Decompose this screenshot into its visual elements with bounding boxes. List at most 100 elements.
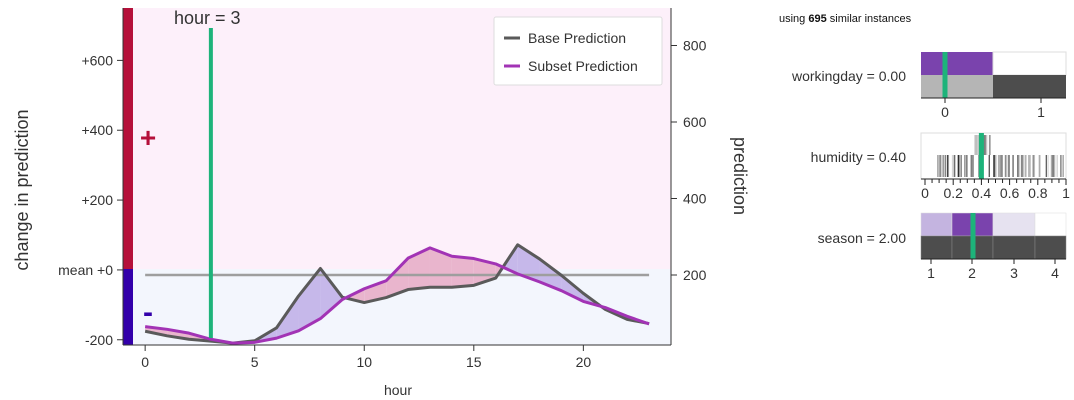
panel-tick-label: 0 xyxy=(921,185,929,201)
base-strip xyxy=(960,155,962,177)
subset-strip xyxy=(975,135,978,155)
panel-tick-label: 2 xyxy=(968,265,976,281)
workingday-panel[interactable]: workingday = 0.00 0 1 xyxy=(791,51,1067,120)
subset-strip xyxy=(976,135,979,155)
panel-tick-label: 1 xyxy=(1037,104,1045,120)
base-strip xyxy=(1053,155,1056,177)
base-strip xyxy=(946,155,948,177)
season-label: season = 2.00 xyxy=(818,230,907,246)
season-axis: 1 2 3 4 xyxy=(921,258,1066,281)
base-strip xyxy=(957,155,960,177)
base-strip xyxy=(993,155,995,177)
right-tick-label: 200 xyxy=(683,267,707,283)
x-tick-label: 10 xyxy=(356,354,372,370)
difference-fill-segment xyxy=(320,268,343,319)
right-tick-label: 600 xyxy=(683,114,707,130)
right-tick-label: 800 xyxy=(683,37,707,53)
panel-tick-label: 1 xyxy=(1062,185,1070,201)
selected-hour-label: hour = 3 xyxy=(174,8,241,28)
base-strip xyxy=(1001,155,1003,177)
season-panel[interactable]: season = 2.00 1 2 3 4 xyxy=(818,212,1067,281)
subset-strip xyxy=(989,135,991,155)
x-tick-label: 15 xyxy=(466,354,482,370)
legend-box xyxy=(493,16,663,86)
panel-tick-label: 0.4 xyxy=(972,185,992,201)
base-strip xyxy=(1012,155,1014,177)
panel-selected-marker xyxy=(970,213,976,259)
legend: Base Prediction Subset Prediction xyxy=(493,16,663,86)
negative-sign: - xyxy=(143,296,153,329)
season-distribution xyxy=(920,212,1067,260)
legend-label-subset: Subset Prediction xyxy=(528,58,638,74)
base-strip xyxy=(1038,155,1040,177)
left-tick-label: +200 xyxy=(81,192,113,208)
base-strip xyxy=(966,155,968,177)
base-strip xyxy=(1028,155,1030,177)
difference-fill-segment xyxy=(167,329,189,340)
base-strip xyxy=(995,155,998,177)
workingday-label: workingday = 0.00 xyxy=(791,68,906,84)
difference-fill-segment xyxy=(517,244,540,282)
instances-suffix: similar instances xyxy=(830,13,912,25)
panel-tick-label: 0.2 xyxy=(943,185,963,201)
panel-tick-label: 0.6 xyxy=(1000,185,1020,201)
y-axis-title-left: change in prediction xyxy=(12,109,32,270)
base-strip xyxy=(988,155,991,177)
humidity-axis: 0 0.2 0.4 0.6 0.8 1 xyxy=(921,178,1070,201)
x-axis: 0 5 10 15 20 xyxy=(123,344,671,370)
left-tick-label: mean +0 xyxy=(58,262,113,278)
base-strip xyxy=(1050,155,1053,177)
subset-strip xyxy=(985,135,988,155)
similar-instances-caption: using 695 similar instances xyxy=(779,13,912,25)
panel-tick-label: 1 xyxy=(927,265,935,281)
base-strip xyxy=(1029,155,1031,177)
base-strip xyxy=(994,155,997,177)
legend-label-base: Base Prediction xyxy=(528,30,626,46)
base-strip xyxy=(971,155,973,177)
panel-tick-label: 3 xyxy=(1010,265,1018,281)
difference-fill-segment xyxy=(451,256,474,288)
x-tick-label: 5 xyxy=(251,354,259,370)
base-strip xyxy=(947,155,950,177)
base-strip xyxy=(942,155,944,177)
base-bar xyxy=(992,235,1036,260)
x-tick-label: 20 xyxy=(576,354,592,370)
negative-change-bar xyxy=(123,269,133,345)
difference-fill-segment xyxy=(298,268,321,331)
left-tick-label: +400 xyxy=(81,122,113,138)
subset-prediction-line xyxy=(144,246,650,345)
left-tick-label: -200 xyxy=(85,332,113,348)
base-strip xyxy=(1006,155,1009,177)
left-y-axis: +600 +400 +200 mean +0 -200 xyxy=(58,8,124,348)
base-strip xyxy=(1060,155,1062,177)
base-strip xyxy=(951,155,954,177)
difference-fill-segment xyxy=(561,275,584,302)
subset-strip xyxy=(977,135,980,155)
base-strip xyxy=(1008,155,1010,177)
subset-strip xyxy=(984,135,986,155)
workingday-distribution xyxy=(921,51,1067,98)
humidity-panel[interactable]: humidity = 0.40 0 0.2 0.4 0.6 0.8 1 xyxy=(811,132,1070,201)
positive-change-bar xyxy=(123,8,133,269)
base-strip xyxy=(1033,155,1036,177)
base-strip xyxy=(998,155,1000,177)
right-tick-label: 400 xyxy=(683,190,707,206)
base-strip xyxy=(944,155,946,177)
base-bar xyxy=(920,235,953,260)
difference-fill-segment xyxy=(429,247,452,288)
right-y-axis: 800 600 400 200 xyxy=(670,8,707,345)
humidity-distribution xyxy=(920,132,1067,180)
base-strip xyxy=(1018,155,1021,177)
difference-fill-segment xyxy=(408,247,430,290)
base-strip xyxy=(953,155,956,177)
base-strip xyxy=(1022,155,1024,177)
subset-bar xyxy=(992,51,1067,76)
panel-tick-label: 0 xyxy=(941,104,949,120)
base-strip xyxy=(964,155,966,177)
base-strip xyxy=(947,155,949,177)
difference-fill-segment xyxy=(386,258,409,298)
base-strip xyxy=(1047,155,1050,177)
subset-bar xyxy=(1034,212,1067,237)
